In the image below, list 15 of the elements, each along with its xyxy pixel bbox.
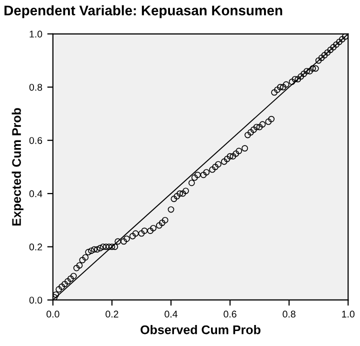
- y-tick-label: 0.0: [29, 296, 42, 304]
- y-tick-label: 1.0: [30, 30, 42, 38]
- y-tick-label: 0.2: [29, 244, 42, 250]
- x-axis-title: Observed Cum Prob: [140, 325, 260, 334]
- y-tick-label: 0.6: [29, 137, 42, 144]
- y-axis-title: Expected Cum Prob: [12, 108, 24, 226]
- chart-title: Dependent Variable: Kepuasan Konsumen: [4, 5, 282, 18]
- x-tick-label: 0.8: [282, 310, 296, 318]
- x-tick-label: 0.4: [164, 310, 178, 318]
- x-tick-label: 0.0: [46, 310, 60, 318]
- y-tick-label: 0.4: [29, 190, 42, 198]
- y-tick-label: 0.8: [29, 84, 42, 91]
- x-tick-label: 1.0: [342, 310, 354, 318]
- x-tick-label: 0.2: [106, 310, 118, 318]
- x-tick-label: 0.6: [224, 310, 236, 318]
